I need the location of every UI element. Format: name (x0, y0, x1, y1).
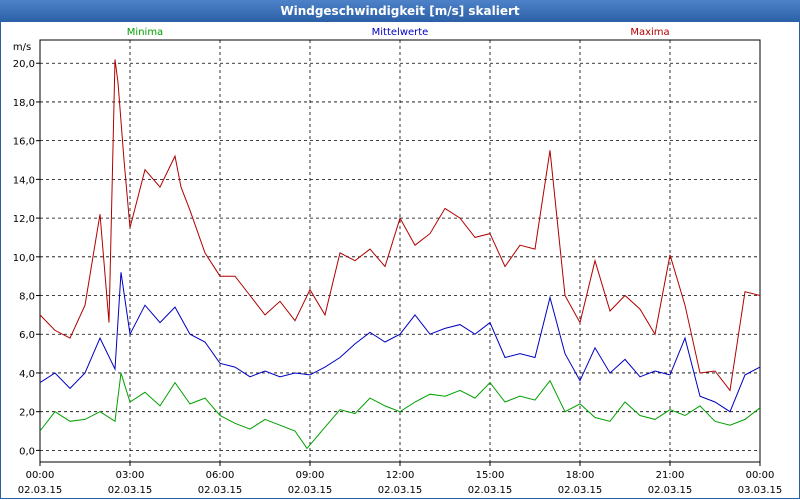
y-tick-label: 2,0 (19, 408, 35, 419)
y-axis: 0,0 2,0 4,0 6,0 8,0 10,0 12,0 14,0 16,0 18,0 20,0 m… (13, 42, 40, 457)
legend-entry-minima: Minima (127, 27, 163, 38)
x-tick-time-label: 12:00 (386, 470, 415, 481)
x-tick-date-label: 02.03.15 (108, 485, 153, 496)
x-tick-time-label: 00:00 (26, 470, 55, 481)
x-tick-date-label: 03.03.15 (738, 485, 783, 496)
x-tick-date-label: 02.03.15 (648, 485, 693, 496)
x-tick-date-label: 02.03.15 (378, 485, 423, 496)
x-tick-time-label: 18:00 (566, 470, 595, 481)
y-tick-label: 8,0 (19, 292, 35, 303)
series-line-minima (39, 372, 761, 450)
y-tick-label: 12,0 (13, 214, 35, 225)
x-tick-time-label: 21:00 (656, 470, 685, 481)
series-line-maxima (39, 59, 761, 392)
y-tick-label: 18,0 (13, 98, 35, 109)
window-title-bar: Windgeschwindigkeit [m/s] skaliert (0, 0, 800, 22)
x-tick-time-label: 06:00 (206, 470, 235, 481)
y-axis-label: m/s (13, 42, 31, 53)
x-tick-time-label: 09:00 (296, 470, 325, 481)
x-tick-time-label: 03:00 (116, 470, 145, 481)
legend-entry-maxima: Maxima (630, 27, 669, 38)
x-tick-date-label: 02.03.15 (18, 485, 63, 496)
y-tick-label: 20,0 (13, 59, 35, 70)
series-line-mittelwerte (39, 272, 761, 413)
x-tick-time-label: 00:00 (746, 470, 775, 481)
y-tick-label: 10,0 (13, 253, 35, 264)
y-tick-label: 0,0 (19, 446, 35, 457)
legend-entry-mittelwerte: Mittelwerte (372, 27, 429, 38)
series-lines (39, 59, 761, 450)
y-tick-label: 4,0 (19, 369, 35, 380)
y-tick-label: 16,0 (13, 137, 35, 148)
y-tick-label: 6,0 (19, 330, 35, 341)
x-tick-date-label: 02.03.15 (468, 485, 513, 496)
x-tick-date-label: 02.03.15 (288, 485, 333, 496)
grid-lines (39, 39, 761, 463)
legend: Minima Mittelwerte Maxima (127, 27, 670, 38)
x-tick-date-label: 02.03.15 (198, 485, 243, 496)
x-tick-time-label: 15:00 (476, 470, 505, 481)
x-tick-date-label: 02.03.15 (558, 485, 603, 496)
x-axis: 00:00 02.03.15 03:00 02.03.15 06:00 02.03.15 0… (18, 462, 783, 496)
chart-title: Windgeschwindigkeit [m/s] skaliert (280, 4, 520, 18)
y-tick-label: 14,0 (13, 175, 35, 186)
